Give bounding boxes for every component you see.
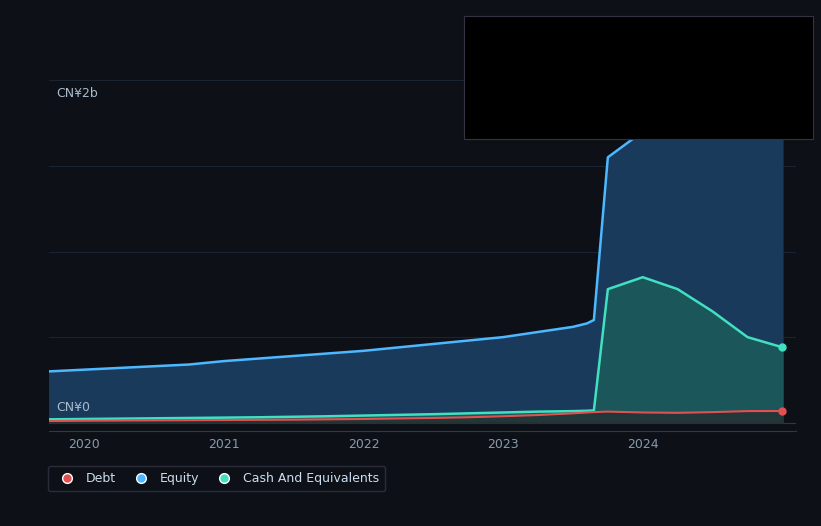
Text: Cash And Equivalents: Cash And Equivalents xyxy=(474,113,603,126)
Legend: Debt, Equity, Cash And Equivalents: Debt, Equity, Cash And Equivalents xyxy=(48,466,385,491)
Text: CN¥0: CN¥0 xyxy=(57,401,90,414)
Text: 4.2% Debt/Equity Ratio: 4.2% Debt/Equity Ratio xyxy=(612,86,733,96)
Text: CN¥440.525m: CN¥440.525m xyxy=(612,113,696,126)
Text: CN¥2b: CN¥2b xyxy=(57,87,98,100)
Text: Equity: Equity xyxy=(474,66,511,79)
Text: CN¥68.600m: CN¥68.600m xyxy=(612,39,688,53)
Text: CN¥1.633b: CN¥1.633b xyxy=(612,66,677,79)
Text: Debt: Debt xyxy=(474,39,502,53)
Text: Sep 30 2024: Sep 30 2024 xyxy=(474,22,562,35)
